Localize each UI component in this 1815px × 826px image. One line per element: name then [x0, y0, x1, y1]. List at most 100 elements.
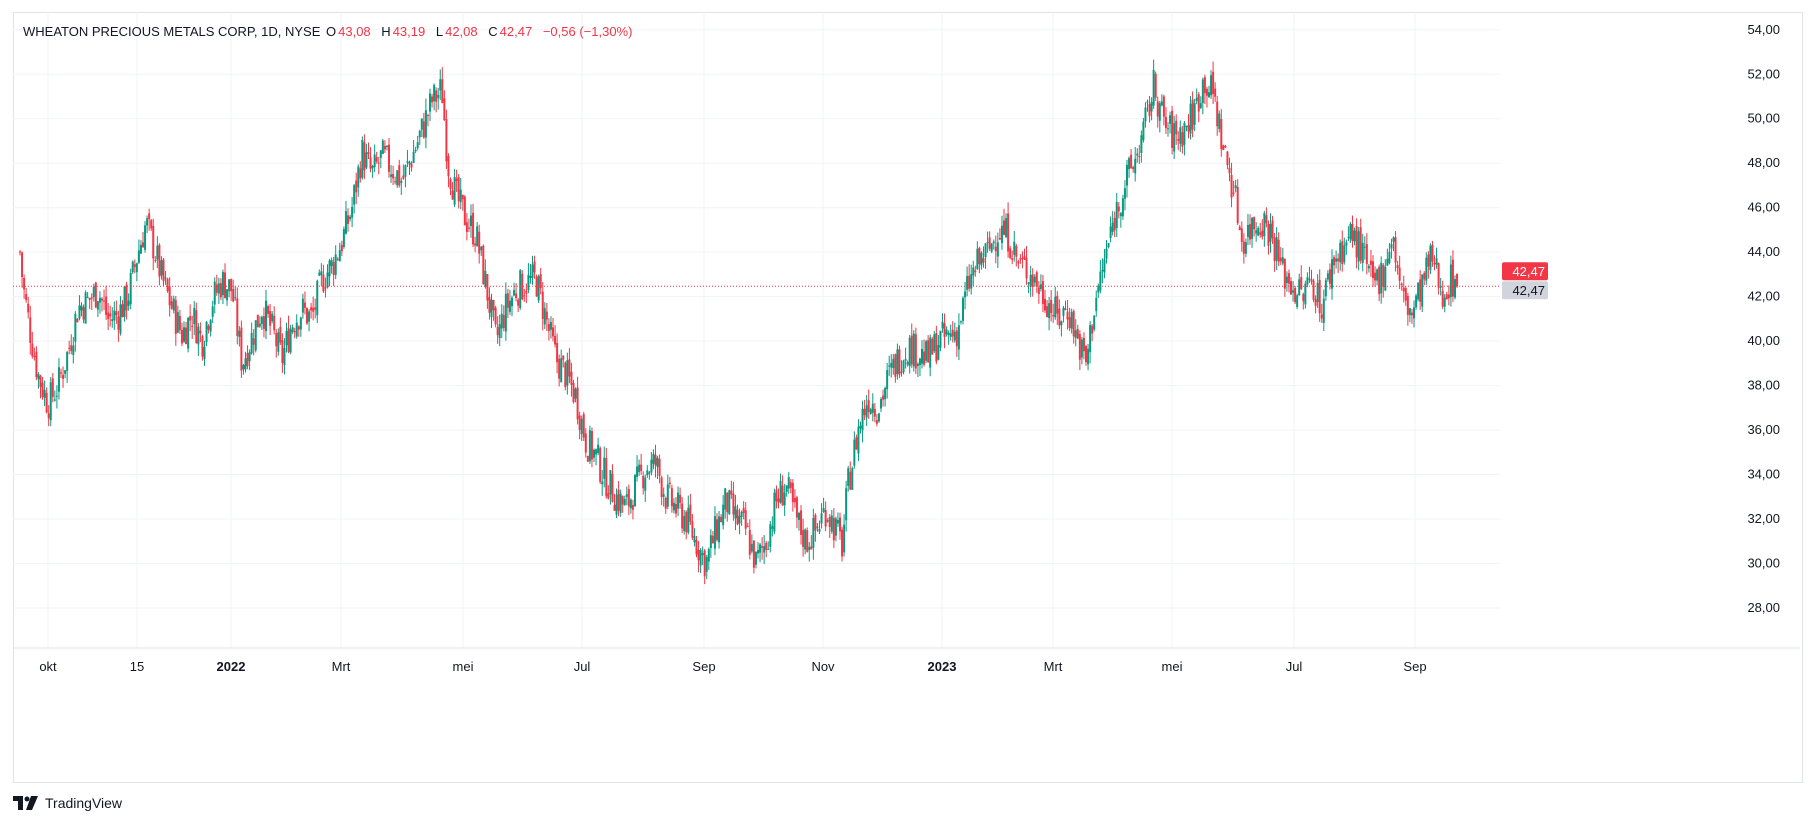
candle-body	[1429, 245, 1432, 271]
candle-body	[318, 272, 321, 276]
candle-body	[490, 299, 493, 318]
candle	[697, 541, 700, 573]
candle	[371, 164, 374, 178]
candle-body	[943, 323, 946, 337]
candle	[463, 195, 466, 226]
candle-body	[855, 437, 858, 450]
candle-body	[709, 535, 712, 549]
candle	[203, 340, 206, 366]
candle-body	[1287, 273, 1290, 284]
candle-body	[670, 488, 673, 507]
candle	[406, 150, 409, 168]
candle	[154, 256, 157, 263]
candle-body	[1095, 297, 1098, 312]
price-axis[interactable]: 28,00 30,00 32,00 34,00 36,00 38,00 40,00 42,00…	[1747, 22, 1780, 615]
candle-body	[1281, 257, 1284, 264]
candle-body	[1361, 242, 1364, 263]
candle	[1224, 144, 1227, 148]
candle-body	[533, 261, 536, 273]
candle-body	[228, 279, 231, 292]
candle	[224, 263, 226, 299]
time-axis[interactable]: okt 15 2022 Mrt mei Jul Sep Nov 2023 Mrt mei Jul Sep	[13, 647, 1800, 674]
candle	[78, 295, 81, 321]
candle	[1320, 303, 1323, 323]
candle-body	[451, 190, 454, 200]
candle	[25, 287, 28, 303]
candle	[1119, 211, 1122, 228]
candle	[962, 296, 964, 325]
candle-body	[603, 457, 606, 479]
candle-body	[1136, 153, 1139, 156]
candle	[410, 161, 413, 172]
candle	[832, 508, 835, 548]
candle	[426, 113, 429, 127]
candle-body	[851, 467, 854, 490]
candle-body	[146, 218, 149, 226]
candle	[256, 314, 259, 328]
candle-body	[1035, 272, 1038, 287]
candle	[660, 475, 663, 506]
candle-body	[638, 464, 641, 473]
candle	[293, 327, 296, 339]
candle-body	[76, 318, 79, 323]
candle-body	[1121, 198, 1124, 217]
symbol-title[interactable]: WHEATON PRECIOUS METALS CORP, 1D, NYSE	[23, 24, 321, 39]
candle	[1054, 286, 1057, 320]
candle-body	[1103, 259, 1106, 273]
candles	[19, 59, 1459, 585]
candle	[582, 411, 585, 442]
candle	[1050, 290, 1053, 322]
candle	[1060, 320, 1063, 337]
candle-body	[1123, 188, 1126, 199]
candle	[898, 345, 901, 378]
candle	[51, 373, 54, 403]
candle	[742, 501, 745, 520]
candle	[1363, 236, 1366, 260]
candle-body	[355, 180, 358, 193]
footer-branding[interactable]: TradingView	[13, 795, 122, 811]
candle	[283, 338, 286, 375]
candle	[408, 160, 411, 176]
candle-body	[431, 96, 434, 103]
candle-body	[94, 282, 97, 308]
candle	[613, 493, 616, 511]
candle-body	[1345, 242, 1348, 246]
candle-body	[486, 274, 489, 301]
candle-body	[37, 374, 40, 380]
candle	[921, 340, 923, 369]
candle-body	[970, 274, 973, 289]
candle-body	[693, 536, 696, 543]
candle	[1234, 179, 1237, 193]
candle	[1310, 269, 1313, 285]
candle	[683, 510, 686, 535]
high-label: H	[381, 24, 391, 39]
candle	[459, 178, 462, 210]
candle	[1357, 226, 1360, 271]
candle-body	[521, 273, 524, 300]
candle-body	[1341, 241, 1344, 265]
candle-body	[70, 345, 73, 352]
x-tick-label: Sep	[1403, 659, 1426, 674]
candle-body	[1421, 274, 1424, 307]
candle-body	[265, 300, 267, 332]
candle	[390, 165, 393, 183]
candle-body	[98, 297, 101, 303]
candle-body	[109, 313, 112, 317]
candle	[1005, 213, 1008, 239]
candle-body	[701, 552, 704, 556]
y-tick-label: 28,00	[1747, 600, 1780, 615]
candle	[873, 403, 876, 423]
candle-body	[584, 433, 587, 453]
candle	[877, 412, 880, 423]
candle-body	[631, 504, 634, 510]
candle-body	[1183, 122, 1186, 145]
candle-body	[1126, 164, 1128, 186]
candle-body	[342, 229, 345, 247]
candle	[137, 239, 140, 264]
candle-body	[1386, 258, 1389, 266]
candle-body	[820, 513, 823, 524]
candle	[580, 415, 583, 442]
candle-body	[1177, 138, 1180, 141]
candle-body	[439, 79, 442, 91]
